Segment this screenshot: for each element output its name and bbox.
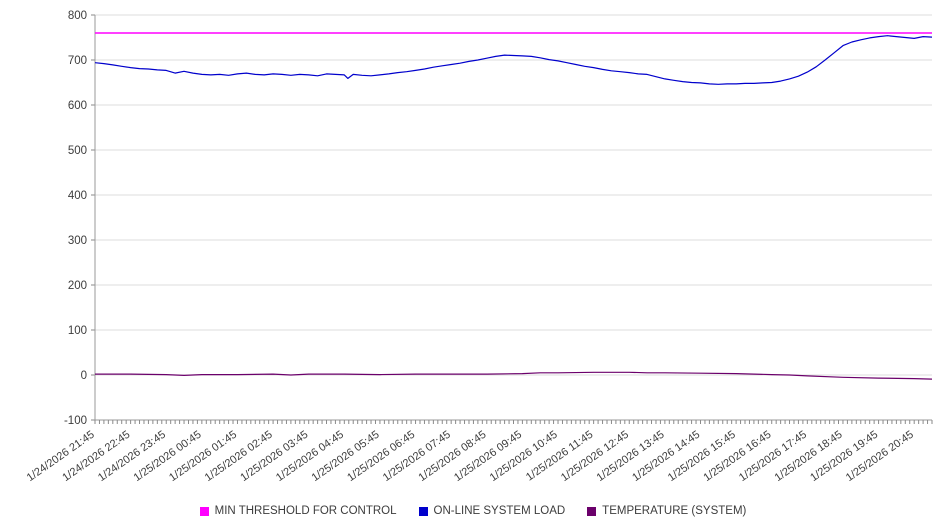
legend-swatch-icon [199, 506, 209, 516]
legend-item-on-line-system-load: ON-LINE SYSTEM LOAD [418, 505, 566, 517]
legend-item-temperature-system-: TEMPERATURE (SYSTEM) [587, 505, 746, 517]
y-tick-label: 600 [68, 100, 87, 112]
legend-label: TEMPERATURE (SYSTEM) [602, 505, 747, 517]
legend-label: ON-LINE SYSTEM LOAD [433, 505, 566, 517]
y-tick-label: 700 [68, 55, 87, 67]
series-line-on-line-system-load [94, 35, 933, 85]
y-tick-label: -100 [64, 415, 87, 427]
y-tick-label: 200 [68, 280, 87, 292]
y-tick-label: 500 [68, 145, 87, 157]
y-tick-label: 0 [81, 370, 87, 382]
series-line-temperature-system- [95, 371, 933, 380]
chart-legend: MIN THRESHOLD FOR CONTROL ON-LINE SYSTEM … [0, 498, 946, 524]
legend-swatch-icon [587, 506, 597, 516]
legend-item-min-threshold-for-control: MIN THRESHOLD FOR CONTROL [199, 505, 397, 517]
y-tick-label: 100 [68, 325, 87, 337]
legend-label: MIN THRESHOLD FOR CONTROL [214, 505, 397, 517]
y-tick-label: 300 [68, 235, 87, 247]
y-tick-label: 400 [68, 190, 87, 202]
y-tick-label: 800 [68, 10, 87, 22]
legend-swatch-icon [418, 506, 428, 516]
